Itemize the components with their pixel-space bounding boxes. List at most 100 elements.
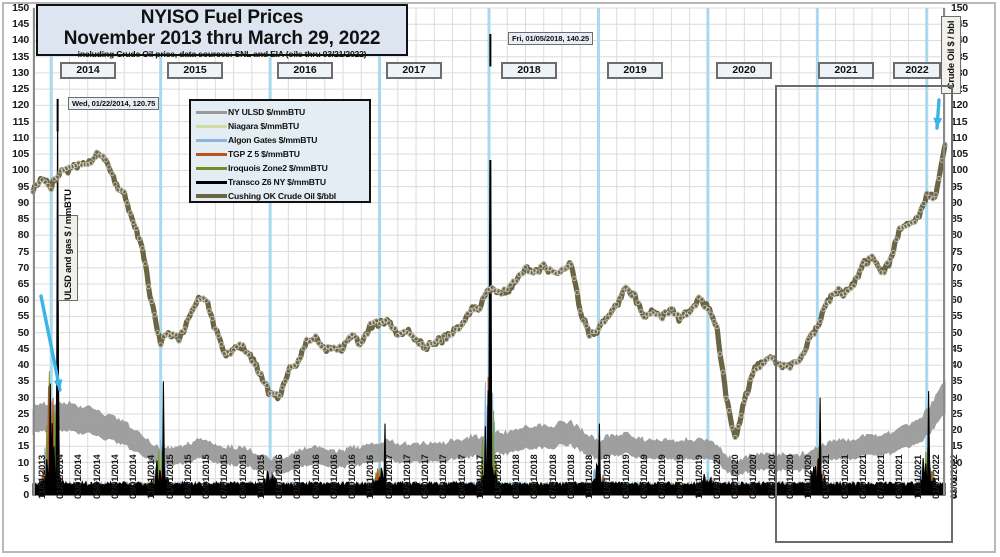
x-tick-label: 01/01/2020 — [711, 454, 722, 499]
y-tick-right: 95 — [951, 180, 963, 193]
plot-area — [30, 7, 948, 496]
y-tick-left: 0 — [23, 489, 29, 501]
y-tick-right: 90 — [951, 196, 963, 209]
x-tick-label: 01/01/2018 — [493, 454, 503, 499]
year-label-2018: 2018 — [501, 62, 557, 79]
legend-label: NY ULSD $/mmBTU — [228, 107, 306, 117]
legend-item-5: Transco Z6 NY $/mmBTU — [196, 175, 369, 189]
y-tick-left: 45 — [17, 342, 29, 355]
chart-subtitle: including Crude Oil price, data sources:… — [77, 49, 367, 59]
x-tick-label: 11/01/2019 — [693, 454, 704, 499]
y-tick-right: 75 — [951, 245, 963, 258]
x-tick-label: 09/01/2015 — [237, 454, 248, 499]
annotation-2014-peak: Wed, 01/22/2014, 120.75 — [68, 97, 160, 110]
x-tick-label: 09/01/2019 — [675, 454, 686, 499]
chart-legend: NY ULSD $/mmBTU Niagara $/mmBTU Algon Gate… — [189, 99, 371, 203]
x-tick-label: 11/01/2017 — [474, 454, 485, 499]
annotation-2018-peak: Fri, 01/05/2018, 140.25 — [508, 32, 594, 45]
x-tick-label: 03/01/2018 — [511, 454, 522, 499]
x-tick-label: 03/01/2015 — [182, 454, 193, 499]
x-tick-label: 03/01/2020 — [730, 454, 741, 499]
y-axis-right-title: Crude Oil $ / bbl — [941, 16, 961, 94]
x-tick-label: 07/01/2014 — [109, 454, 120, 499]
legend-label: Iroquois Zone2 $/mmBTU — [228, 163, 328, 173]
year-label-2019: 2019 — [607, 62, 663, 79]
legend-label: Niagara $/mmBTU — [228, 121, 300, 131]
x-tick-label: 05/01/2017 — [420, 454, 431, 499]
year-label-2014: 2014 — [60, 62, 116, 79]
y-tick-right: 100 — [951, 164, 968, 177]
year-label-2021: 2021 — [818, 62, 874, 79]
legend-item-4: Iroquois Zone2 $/mmBTU — [196, 161, 369, 175]
x-tick-label: 03/01/2014 — [73, 454, 84, 499]
year-label-2016: 2016 — [277, 62, 333, 79]
x-tick-label: 11/01/2016 — [365, 454, 376, 499]
x-tick-label: 05/01/2018 — [529, 454, 540, 499]
y-tick-right: 25 — [951, 407, 963, 420]
highlight-rectangle — [775, 85, 953, 543]
legend-item-0: NY ULSD $/mmBTU — [196, 105, 369, 119]
x-tick-label: 07/01/2015 — [219, 454, 230, 499]
y-tick-right: 120 — [951, 99, 968, 112]
x-tick-label: 05/01/2014 — [91, 454, 102, 499]
x-tick-label: 09/01/2017 — [456, 454, 467, 499]
y-tick-right: 65 — [951, 277, 963, 290]
x-tick-label: 11/01/2013 — [37, 454, 47, 499]
legend-label: Cushing OK Crude Oil $/bbl — [228, 191, 336, 201]
y-tick-right: 70 — [951, 261, 963, 274]
x-tick-label: 01/01/2015 — [164, 454, 175, 499]
y-tick-right: 35 — [951, 375, 963, 388]
x-tick-label: 07/01/2019 — [657, 454, 668, 499]
x-tick-label: 01/01/2016 — [274, 454, 285, 499]
year-label-2022: 2022 — [893, 62, 941, 79]
y-tick-left: 105 — [12, 148, 29, 161]
x-tick-label: 03/01/2019 — [620, 454, 631, 499]
y-tick-left: 65 — [17, 277, 29, 290]
y-tick-right: 105 — [951, 148, 968, 161]
x-tick-label: 05/01/2019 — [638, 454, 649, 499]
y-tick-right: 80 — [951, 229, 963, 242]
y-tick-left: 80 — [17, 229, 29, 242]
legend-item-6: Cushing OK Crude Oil $/bbl — [196, 189, 369, 203]
x-tick-label: 05/01/2015 — [201, 454, 212, 499]
y-tick-left: 75 — [17, 245, 29, 258]
y-tick-right: 45 — [951, 342, 963, 355]
y-tick-left: 35 — [17, 375, 29, 388]
chart-title-line2: November 2013 thru March 29, 2022 — [63, 28, 381, 49]
y-tick-right: 110 — [951, 131, 968, 144]
year-label-2015: 2015 — [167, 62, 223, 79]
y-tick-left: 135 — [12, 50, 29, 63]
y-tick-left: 50 — [17, 326, 29, 339]
y-tick-left: 25 — [17, 407, 29, 420]
x-tick-label: 11/01/2018 — [584, 454, 595, 499]
y-tick-left: 90 — [17, 196, 29, 209]
x-tick-label: 01/01/2014 — [55, 454, 66, 499]
legend-label: Algon Gates $/mmBTU — [228, 135, 318, 145]
y-tick-left: 120 — [12, 99, 29, 112]
x-tick-label: 11/01/2015 — [255, 454, 266, 499]
legend-item-3: TGP Z 5 $/mmBTU — [196, 147, 369, 161]
x-tick-label: 07/01/2016 — [328, 454, 339, 499]
chart-title-line1: NYISO Fuel Prices — [140, 7, 304, 28]
chart-title-box: NYISO Fuel Prices November 2013 thru Mar… — [36, 4, 408, 59]
y-tick-right: 55 — [951, 310, 963, 323]
y-tick-left: 95 — [17, 180, 29, 193]
x-tick-label: 01/01/2019 — [602, 454, 613, 499]
x-tick-label: 09/01/2018 — [565, 454, 576, 499]
y-tick-left: 85 — [17, 213, 29, 226]
y-tick-right: 40 — [951, 359, 963, 372]
x-tick-label: 09/01/2016 — [347, 454, 358, 499]
legend-swatch — [196, 194, 227, 198]
y-tick-left: 150 — [12, 2, 29, 14]
y-axis-left-title: ULSD and gas $ / mmBTU — [58, 189, 78, 301]
x-tick-label: 03/01/2017 — [401, 454, 412, 499]
y-tick-left: 70 — [17, 261, 29, 274]
legend-swatch — [196, 110, 227, 114]
y-tick-left: 5 — [23, 472, 29, 485]
legend-swatch — [196, 180, 227, 184]
chart-canvas — [30, 7, 948, 496]
y-tick-right: 60 — [951, 294, 963, 307]
legend-swatch — [196, 138, 227, 142]
